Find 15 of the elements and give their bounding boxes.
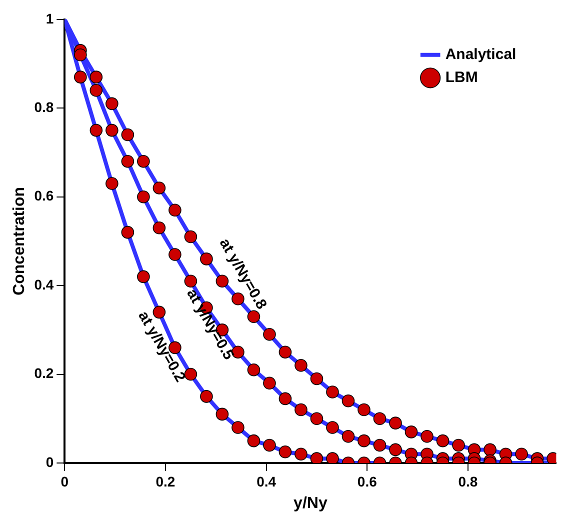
x-tick-label: 0.8 (458, 473, 478, 490)
x-tick-label: 0 (60, 473, 69, 490)
y-tick-label: 0.8 (34, 98, 54, 115)
x-axis-title: y/Ny (294, 494, 328, 512)
x-tick-label: 0.4 (256, 473, 276, 490)
legend-label: LBM (445, 69, 478, 86)
y-tick-label: 1 (46, 10, 54, 26)
y-tick-label: 0 (46, 454, 54, 470)
y-tick-label: 0.4 (34, 276, 54, 292)
x-tick-label: 0.6 (357, 473, 378, 490)
y-axis-title: Concentration (11, 186, 28, 296)
x-tick-label: 0.2 (156, 473, 176, 490)
y-tick-label: 0.6 (34, 188, 54, 204)
y-tick-label: 0.2 (34, 365, 54, 382)
legend-label: Analytical (445, 46, 516, 64)
